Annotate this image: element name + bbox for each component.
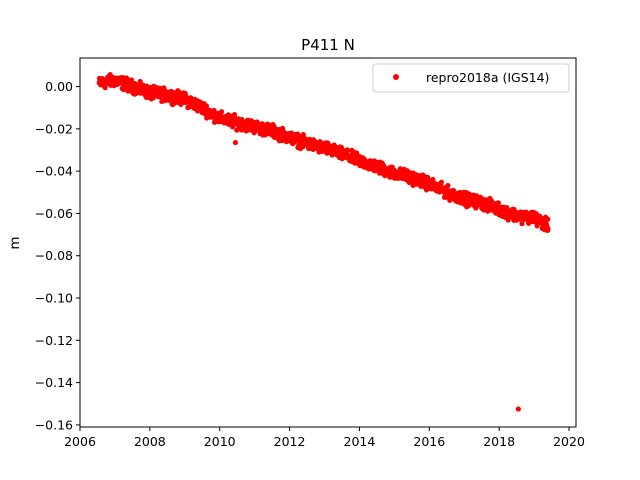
x-tick-label: 2020 [553,434,585,449]
data-point [534,223,540,229]
x-axis: 2006 2008 2010 2012 2014 2016 2018 2020 [64,427,585,449]
legend-marker [393,74,399,80]
y-tick-label: −0.06 [35,206,73,221]
data-point [271,124,277,130]
outlier-point [232,139,239,146]
data-point [545,226,551,232]
y-tick-label: −0.16 [35,417,73,432]
data-point [102,85,108,91]
y-axis: 0.00 −0.02 −0.04 −0.06 −0.08 −0.10 −0.12 −0.14 −… [35,79,80,432]
plot-frame [79,57,577,428]
data-point [545,216,551,222]
data-point [438,179,444,185]
chart-title: P411 N [301,36,355,54]
y-tick-label: −0.10 [35,291,73,306]
x-tick-label: 2016 [413,434,445,449]
data-point [489,198,495,204]
y-tick-label: −0.14 [35,375,73,390]
data-points [96,71,551,412]
x-tick-label: 2018 [483,434,515,449]
data-point [430,176,436,183]
data-point [219,109,225,115]
data-point [203,103,210,109]
legend-box [372,63,570,93]
data-point [137,78,143,85]
x-tick-label: 2012 [274,434,306,449]
x-tick-label: 2008 [134,434,166,449]
x-tick-label: 2010 [204,434,236,449]
y-tick-label: −0.12 [35,333,73,348]
data-point [445,182,451,189]
data-point [519,221,525,227]
outlier-point [515,406,521,412]
y-tick-label: 0.00 [45,79,73,94]
data-point [465,203,471,209]
y-tick-label: −0.02 [35,121,73,136]
y-tick-label: −0.04 [35,164,73,179]
data-point [505,217,511,223]
data-point [128,77,135,83]
x-tick-label: 2006 [64,434,96,449]
y-tick-label: −0.08 [35,248,73,263]
x-tick-label: 2014 [344,434,376,449]
legend: repro2018a (IGS14) [372,63,570,93]
y-axis-title: m [7,236,23,249]
legend-label: repro2018a (IGS14) [426,70,549,85]
data-point [495,200,501,206]
data-point [344,147,350,153]
